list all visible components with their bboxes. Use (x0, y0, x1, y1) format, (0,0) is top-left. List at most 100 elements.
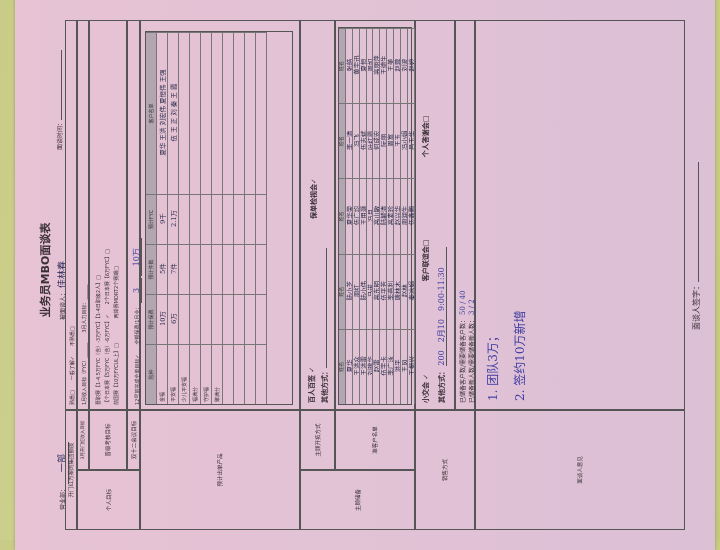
products-cell (190, 294, 201, 344)
reserve-clients: 已储备客户数/需要储备客户数： 50 / 40 (458, 27, 467, 403)
prospect-name: 李广泳 (387, 328, 395, 404)
products-cell: 2.1万 (168, 194, 179, 244)
prospect-name: 刘建华 (366, 328, 374, 404)
promotion-line: 【个日本赛【5万FYC（含）-6万FYC】✓ 2个日本赛【6万FYC】□ (105, 249, 111, 405)
row-label-group-quota: 开门红方案的集团额度 (65, 410, 77, 530)
opinion-note: 1. 团队3万； (486, 330, 500, 401)
products-cell (190, 244, 201, 294)
prospects-area: 姓名 姓名 姓名 姓名 姓名 夏华 陆小芝 夏华荣 李一清 张皓 王洪众 周红 伍广均 冯飞 黄宇迅 王洪雷陆… (335, 20, 415, 410)
prospect-name: 高丽萍 (373, 28, 381, 104)
row-label-prospects: 准客户名单 (335, 410, 415, 470)
prospect-name: 王美 (387, 28, 395, 104)
products-cell: 金福 (157, 344, 168, 404)
opinion-area: 1. 团队3万； 2. 签约10万新增 (475, 20, 685, 410)
products-cell (245, 244, 256, 294)
prospect-name: 冯小娟 (401, 103, 408, 179)
products-header-cell: 预计FYC (146, 194, 157, 244)
prospect-name: 伍志斌 (359, 103, 367, 179)
products-cell: 5件 (157, 244, 168, 294)
prospect-name: 王玉 (394, 103, 402, 179)
section-label-sales: 销售方式 (415, 410, 475, 530)
products-cell (234, 244, 245, 294)
prospect-name: 冯月 (366, 178, 374, 254)
opinion-note: 2. 签约10万新增 (513, 310, 527, 401)
small-meeting-label: 小交会 ✓ (422, 373, 430, 403)
products-cell (212, 194, 223, 244)
products-cell (234, 344, 245, 404)
section-label-products: 预计出单产品 (140, 410, 300, 530)
promotion-options: 晋职赛【1-4.5万FYC（含）-3万FYC】【1-4日职级2人】□ 【个日本赛… (89, 20, 127, 410)
method-other-label: 其他方式： (321, 368, 329, 403)
products-cell (201, 294, 212, 344)
row-label-promotion: 晋级考核目标 (89, 410, 127, 470)
promotion-line: 晋职赛【1-4.5万FYC（含）-3万FYC】【1-4日职级2人】□ (96, 275, 102, 405)
prospect-name: 王洪雷 (359, 328, 367, 404)
reserve-clients-value: 50 / 40 (459, 290, 467, 316)
products-cell (190, 32, 201, 194)
prospects-header-cell: 姓名 (339, 253, 346, 329)
products-cell: 平安福 (168, 344, 179, 404)
prospect-name: 洪平 (394, 328, 402, 404)
prospect-name: 周红 (352, 253, 360, 329)
prospect-name: 夏华荣 (345, 178, 353, 254)
products-cell (223, 294, 234, 344)
products-cell (212, 244, 223, 294)
prospect-name: 赵蓉 (394, 28, 402, 104)
prospect-name: 赵雷 (373, 328, 381, 404)
products-cell: 夏华 王洪 刘宏伟 夏恒伟 王强 (157, 32, 168, 194)
sales-area: 小交会 ✓ 客户联谊会□ 个人答谢会□ 其他方式： 200 2月10 9:00-… (415, 20, 455, 410)
prospect-name: 吕玉华 (407, 103, 415, 179)
section-label-opinion: 面谈人意见 (475, 410, 685, 530)
prospect-name: 王用灏 (359, 178, 367, 254)
products-cell (212, 32, 223, 194)
prospect-name: 王洪众 (352, 328, 360, 404)
products-cell (245, 194, 256, 244)
meeting-target: 12号前完成全单目标✓ 全额保费/1月业： 3 10万 (127, 20, 142, 410)
prospects-header-cell: 姓名 (339, 28, 346, 104)
products-cell (256, 194, 267, 244)
prospects-header-cell: 姓名 (339, 178, 346, 254)
products-cell (201, 244, 212, 294)
small-meeting: 小交会 ✓ 客户联谊会□ 个人答谢会□ (421, 27, 431, 403)
prospect-name: 赵兴华 (394, 178, 402, 254)
reserve-clients-label: 已储备客户数/需要储备客户数： (460, 316, 467, 403)
products-cell: 7件 (168, 244, 179, 294)
prospect-name: 陆小伟 (359, 253, 367, 329)
products-cell: 10万 (157, 294, 168, 344)
other-method-value: 200 2月10 9:00-11:30 (437, 247, 447, 366)
prospect-name: 赵婷 (407, 28, 415, 104)
section-label-reserve: 主顾储备 (300, 470, 415, 530)
prospect-name: 王风 (401, 328, 408, 404)
products-area: 险种 预计保费 预计件数 预计FYC 客户名单 金福 10万 5件 9千 夏华 王洪 刘宏伟 夏恒… (140, 20, 300, 410)
row-label-method: 主顾开拓方式 (300, 410, 335, 470)
products-cell: 守护福 (201, 344, 212, 404)
products-cell (179, 294, 190, 344)
prospect-name: 陆小芝 (345, 253, 353, 329)
prospect-name: 陆毓清 (380, 178, 388, 254)
products-table: 险种 预计保费 预计件数 预计FYC 客户名单 金福 10万 5件 9千 夏华 王洪 刘宏伟 夏恒… (145, 31, 293, 405)
products-header-cell: 预计件数 (146, 244, 157, 294)
products-header-cell: 险种 (146, 344, 157, 404)
products-cell (234, 32, 245, 194)
client-party: 客户联谊会□ (422, 239, 430, 282)
prospect-name: 赵林 (401, 253, 408, 329)
prospect-name: 冯飞 (352, 103, 360, 179)
products-cell (223, 32, 234, 194)
prospect-name: 张皓 (345, 28, 353, 104)
row-label-meeting: 双十二会议目标 (127, 410, 140, 470)
form-title: 业务员MBO面谈表 (39, 222, 52, 318)
products-cell (256, 32, 267, 194)
prospect-name: 夏恒 (359, 28, 367, 104)
products-cell (223, 244, 234, 294)
prospect-name: 何成宏 (373, 103, 381, 179)
prospect-name: 阮丽 (380, 103, 388, 179)
prospect-name: 周如 (366, 28, 374, 104)
products-cell: 伍 王 正 刘 秦 王 霞 (168, 32, 179, 194)
products-cell (179, 244, 190, 294)
products-cell: 6万 (168, 294, 179, 344)
prospect-name: 李一清 (345, 103, 353, 179)
prospect-name: 高山敏 (373, 178, 381, 254)
other-method-label: 其他方式： (438, 368, 446, 403)
products-cell (256, 244, 267, 294)
products-header-cell: 客户名单 (146, 32, 157, 194)
